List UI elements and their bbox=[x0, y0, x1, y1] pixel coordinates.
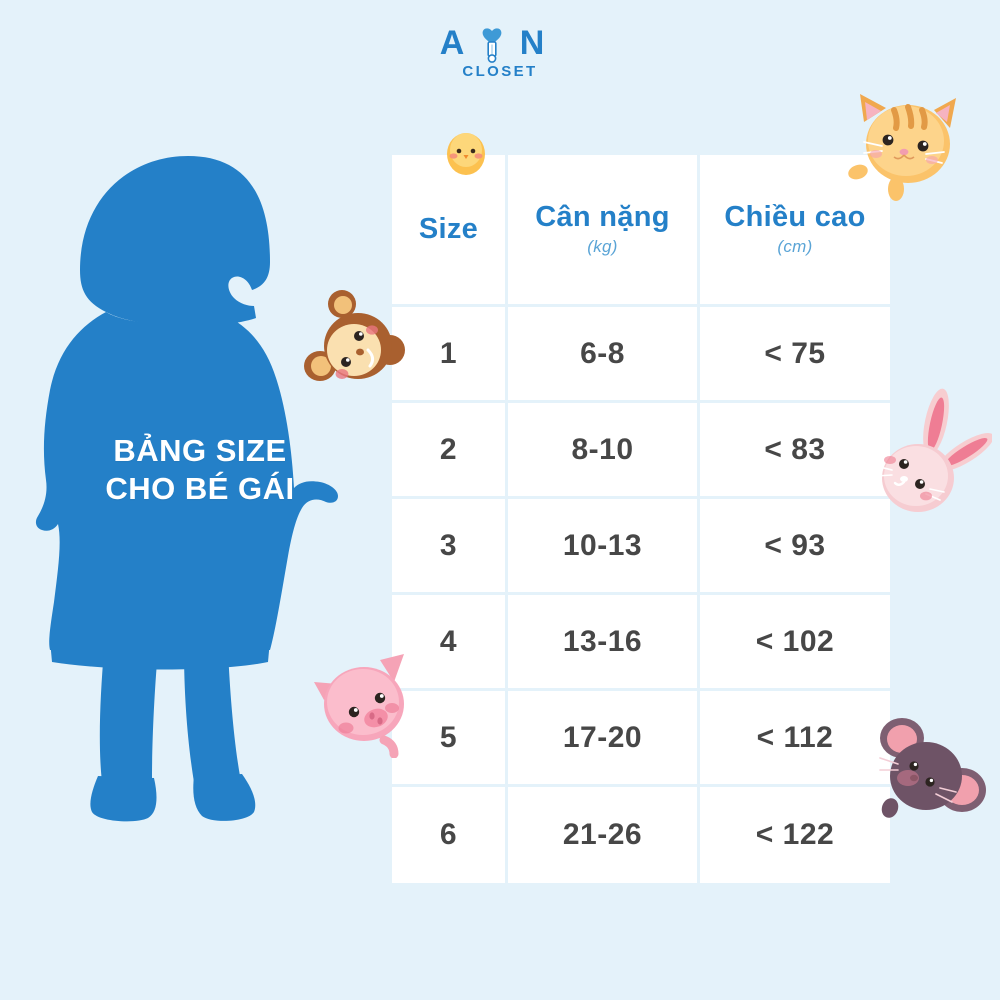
value-weight: 17-20 bbox=[562, 720, 643, 754]
svg-text:N: N bbox=[520, 24, 545, 62]
chick-icon bbox=[447, 133, 485, 175]
table-row: 5 17-20 < 112 bbox=[392, 691, 890, 787]
girl-silhouette bbox=[20, 150, 360, 850]
value-size: 6 bbox=[439, 818, 458, 851]
table-row: 1 6-8 < 75 bbox=[392, 307, 890, 403]
value-height: < 93 bbox=[764, 528, 826, 562]
rabbit-sticker bbox=[868, 386, 994, 522]
svg-text:CLOSET: CLOSET bbox=[462, 63, 537, 80]
value-size: 1 bbox=[439, 336, 458, 370]
table-row: 6 21-26 < 122 bbox=[392, 787, 890, 883]
value-weight: 6-8 bbox=[580, 336, 625, 370]
size-chart-table: Size Cân nặng (kg) Chiều cao (cm) 1 6-8 … bbox=[392, 155, 890, 883]
mouse-sticker bbox=[868, 716, 992, 832]
header-label-height: Chiều cao bbox=[724, 201, 866, 234]
table-row: 2 8-10 < 83 bbox=[392, 403, 890, 499]
mouse-icon bbox=[879, 718, 986, 818]
pig-icon bbox=[314, 654, 404, 759]
cell-size: 3 bbox=[392, 499, 508, 595]
cell-size: 4 bbox=[392, 595, 508, 691]
cell-size: 5 bbox=[392, 691, 508, 787]
cell-height: < 122 bbox=[700, 787, 890, 883]
cell-weight: 8-10 bbox=[508, 403, 700, 499]
value-weight: 21-26 bbox=[562, 818, 643, 851]
cell-size: 1 bbox=[392, 307, 508, 403]
page-title-line2: CHO BÉ GÁI bbox=[105, 470, 295, 506]
cell-weight: 17-20 bbox=[508, 691, 700, 787]
value-height: < 112 bbox=[756, 720, 834, 754]
table-header-row: Size Cân nặng (kg) Chiều cao (cm) bbox=[392, 155, 890, 307]
page-title: BẢNG SIZE CHO BÉ GÁI bbox=[60, 432, 340, 508]
svg-text:A: A bbox=[440, 24, 464, 62]
cell-height: < 83 bbox=[700, 403, 890, 499]
cell-size: 2 bbox=[392, 403, 508, 499]
logo-graphic: A N CLOSET bbox=[440, 24, 545, 80]
value-height: < 102 bbox=[755, 624, 835, 658]
cell-weight: 10-13 bbox=[508, 499, 700, 595]
value-weight: 8-10 bbox=[571, 432, 634, 466]
value-height: < 83 bbox=[764, 432, 826, 466]
chick-sticker bbox=[438, 124, 494, 184]
header-unit-weight: (kg) bbox=[587, 236, 618, 256]
girl-silhouette-graphic bbox=[35, 156, 338, 822]
cell-height: < 102 bbox=[700, 595, 890, 691]
header-cell-height: Chiều cao (cm) bbox=[700, 155, 890, 307]
cell-height: < 93 bbox=[700, 499, 890, 595]
value-height: < 122 bbox=[755, 818, 835, 851]
header-label-weight: Cân nặng bbox=[535, 201, 670, 234]
value-weight: 13-16 bbox=[562, 624, 643, 658]
value-size: 4 bbox=[439, 624, 458, 658]
value-size: 2 bbox=[439, 432, 458, 466]
value-weight: 10-13 bbox=[562, 528, 643, 562]
cat-icon bbox=[848, 94, 956, 201]
rabbit-icon bbox=[875, 388, 994, 512]
monkey-icon bbox=[304, 290, 405, 381]
cell-height: < 75 bbox=[700, 307, 890, 403]
header-unit-height: (cm) bbox=[777, 236, 813, 256]
table-row: 4 13-16 < 102 bbox=[392, 595, 890, 691]
cell-weight: 6-8 bbox=[508, 307, 700, 403]
value-size: 3 bbox=[439, 528, 458, 562]
page-title-line1: BẢNG SIZE bbox=[113, 433, 287, 468]
table-row: 3 10-13 < 93 bbox=[392, 499, 890, 595]
cell-size: 6 bbox=[392, 787, 508, 883]
value-size: 5 bbox=[439, 720, 458, 754]
header-cell-size: Size bbox=[392, 155, 508, 307]
header-cell-weight: Cân nặng (kg) bbox=[508, 155, 700, 307]
monkey-sticker bbox=[302, 288, 410, 400]
brand-logo: A N CLOSET AIN CLOSET bbox=[440, 18, 560, 82]
header-label-size: Size bbox=[418, 212, 479, 245]
cell-weight: 21-26 bbox=[508, 787, 700, 883]
heart-key-icon bbox=[482, 28, 502, 63]
cat-sticker bbox=[838, 88, 972, 204]
cell-weight: 13-16 bbox=[508, 595, 700, 691]
cell-height: < 112 bbox=[700, 691, 890, 787]
value-height: < 75 bbox=[764, 336, 826, 370]
pig-sticker bbox=[308, 642, 424, 759]
